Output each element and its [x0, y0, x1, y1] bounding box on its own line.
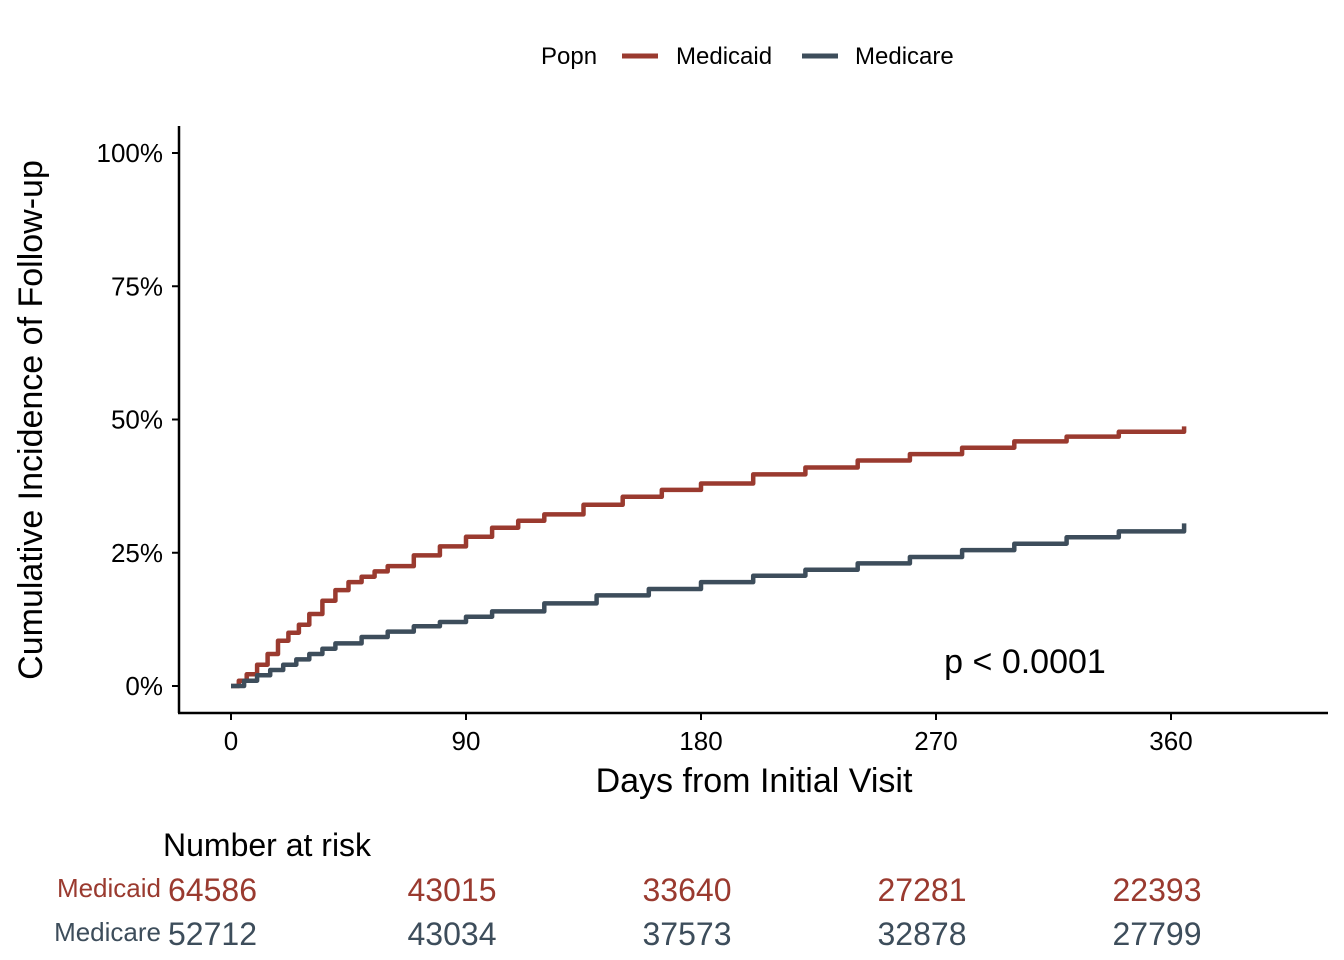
- risk-count: 27281: [878, 872, 967, 908]
- risk-count: 22393: [1113, 872, 1202, 908]
- x-tick-label: 0: [224, 726, 238, 756]
- legend-entry-medicaid: Medicaid: [676, 43, 772, 70]
- x-ticks: 0 90 180 270 360: [224, 713, 1193, 756]
- x-axis-title: Days from Initial Visit: [596, 762, 913, 800]
- risk-count: 43034: [408, 916, 497, 952]
- legend-title: Popn: [541, 43, 597, 70]
- risk-count: 37573: [643, 916, 732, 952]
- risk-count: 64586: [168, 872, 257, 908]
- x-tick-label: 270: [914, 726, 957, 756]
- y-tick-label: 75%: [111, 271, 163, 301]
- y-tick-label: 100%: [97, 138, 164, 168]
- legend-entry-medicare: Medicare: [855, 43, 954, 70]
- legend: Popn Medicaid Medicare: [541, 43, 954, 70]
- risk-count: 33640: [643, 872, 732, 908]
- p-value-annotation: p < 0.0001: [944, 643, 1106, 681]
- series-line-medicaid: [231, 426, 1187, 689]
- risk-count: 52712: [168, 916, 257, 952]
- risk-row-label-medicare: Medicare: [54, 917, 161, 947]
- series-line-medicare: [231, 523, 1187, 689]
- x-tick-label: 360: [1149, 726, 1192, 756]
- y-tick-label: 50%: [111, 405, 163, 435]
- risk-row-label-medicaid: Medicaid: [57, 873, 161, 903]
- y-tick-label: 25%: [111, 538, 163, 568]
- risk-count: 43015: [408, 872, 497, 908]
- y-axis-title: Cumulative Incidence of Follow-up: [12, 160, 50, 680]
- y-ticks: 0% 25% 50% 75% 100%: [97, 138, 179, 701]
- risk-count: 27799: [1113, 916, 1202, 952]
- y-tick-label: 0%: [125, 671, 163, 701]
- risk-table: Medicaid 64586 43015 33640 27281 22393 Medicar…: [54, 872, 1201, 952]
- risk-table-title: Number at risk: [163, 827, 372, 863]
- x-tick-label: 90: [452, 726, 481, 756]
- x-tick-label: 180: [679, 726, 722, 756]
- risk-count: 32878: [878, 916, 967, 952]
- series-layer: [231, 426, 1187, 689]
